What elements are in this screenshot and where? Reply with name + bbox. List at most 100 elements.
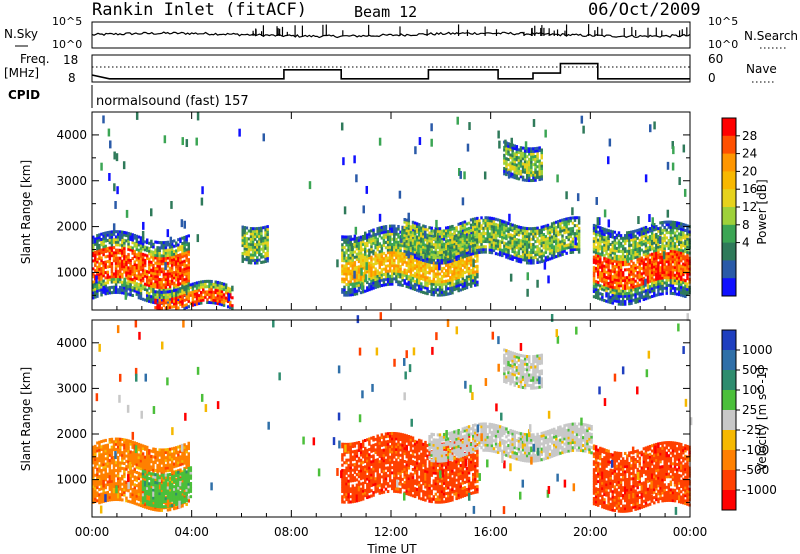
echo-cell	[181, 236, 184, 240]
echo-cell	[110, 277, 114, 281]
echo-cell	[653, 252, 656, 256]
echo-cell	[341, 266, 344, 271]
echo-cell	[640, 296, 644, 300]
noise-sky-label: N.Sky	[4, 27, 38, 41]
echo-cell	[413, 242, 417, 246]
echo-cell	[355, 271, 359, 275]
echo-cell	[430, 269, 433, 273]
echo-cell	[517, 233, 521, 237]
echo-cell	[164, 251, 168, 255]
echo-cell	[391, 227, 394, 231]
echo-cell	[426, 236, 429, 240]
echo-cell	[498, 245, 502, 249]
noise-search-label: N.Search	[744, 29, 798, 43]
echo-cell	[469, 255, 473, 259]
echo-cell	[162, 288, 166, 292]
echo-cell	[501, 248, 504, 252]
echo-cell	[405, 255, 409, 260]
echo-cell	[266, 251, 269, 255]
echo-cell	[391, 224, 394, 228]
echo-cell	[484, 250, 487, 254]
echo-cell	[655, 275, 658, 279]
echo-cell	[655, 225, 658, 229]
echo-cell	[382, 233, 386, 237]
echo-cell	[607, 292, 610, 296]
echo-cell	[630, 238, 633, 242]
echo-cell	[143, 258, 147, 262]
echo-cell	[436, 250, 440, 255]
echo-cell	[540, 153, 543, 157]
echo-cell	[395, 272, 398, 276]
echo-cell	[112, 256, 116, 260]
echo-cell	[343, 280, 346, 284]
echo-cell	[555, 220, 558, 224]
echo-cell	[447, 255, 450, 259]
echo-cell	[114, 248, 118, 252]
echo-cell	[112, 253, 116, 258]
echo-cell	[220, 289, 224, 293]
echo-cell	[559, 232, 562, 236]
echo-cell	[114, 253, 118, 257]
echo-cell	[680, 285, 683, 289]
echo-cell	[630, 267, 633, 271]
echo-cell	[653, 278, 656, 282]
echo-cell	[521, 242, 525, 246]
echo-cell	[594, 237, 598, 241]
echo-cell	[393, 272, 396, 276]
echo-cell	[594, 245, 598, 249]
echo-cell	[243, 228, 247, 232]
echo-cell	[515, 238, 519, 242]
echo-cell	[154, 285, 157, 289]
echo-cell	[133, 270, 137, 274]
echo-cell	[343, 246, 346, 250]
echo-cell	[474, 246, 477, 250]
echo-cell	[253, 261, 257, 265]
echo-cell	[253, 229, 257, 233]
echo-cell	[528, 157, 531, 161]
echo-cell	[170, 295, 174, 299]
echo-cell	[623, 300, 627, 304]
echo-cell	[175, 278, 178, 282]
echo-cell	[640, 232, 644, 236]
echo-cell	[361, 258, 365, 262]
echo-cell	[116, 256, 120, 260]
echo-cell	[498, 221, 502, 225]
echo-cell	[469, 218, 473, 222]
echo-cell	[455, 242, 458, 246]
echo-cell	[141, 260, 145, 264]
echo-cell	[266, 256, 269, 260]
echo-cell	[523, 154, 527, 158]
echo-cell	[505, 167, 508, 171]
echo-cell	[563, 225, 566, 229]
echo-cell	[262, 239, 265, 243]
echo-cell	[172, 257, 176, 261]
echo-cell	[603, 243, 606, 247]
echo-cell	[353, 279, 357, 283]
echo-cell	[467, 221, 471, 225]
echo-cell	[349, 280, 352, 284]
echo-cell	[145, 296, 149, 300]
echo-cell	[397, 243, 400, 247]
echo-cell	[648, 227, 652, 231]
echo-cell	[345, 267, 348, 271]
echo-cell	[355, 242, 359, 246]
echo-cell	[195, 297, 199, 301]
echo-cell	[611, 230, 614, 234]
echo-cell	[112, 232, 116, 236]
echo-cell	[680, 251, 683, 255]
echo-cell	[384, 277, 388, 281]
echo-cell	[382, 238, 386, 242]
echo-cell	[372, 276, 375, 280]
echo-cell	[613, 288, 617, 292]
echo-cell	[158, 296, 161, 300]
echo-cell	[513, 160, 516, 164]
echo-cell	[594, 224, 598, 228]
echo-cell	[218, 289, 222, 293]
echo-cell	[148, 265, 151, 269]
echo-cell	[185, 269, 188, 273]
echo-cell	[677, 250, 681, 254]
echo-cell	[615, 249, 619, 253]
echo-cell	[121, 249, 124, 253]
echo-cell	[673, 244, 677, 248]
echo-cell	[471, 241, 475, 245]
